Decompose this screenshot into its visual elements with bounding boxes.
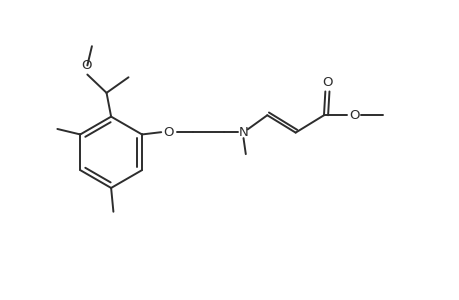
- Text: O: O: [163, 126, 174, 139]
- Text: O: O: [81, 59, 92, 72]
- Text: N: N: [238, 126, 248, 139]
- Text: O: O: [348, 109, 358, 122]
- Text: O: O: [321, 76, 332, 89]
